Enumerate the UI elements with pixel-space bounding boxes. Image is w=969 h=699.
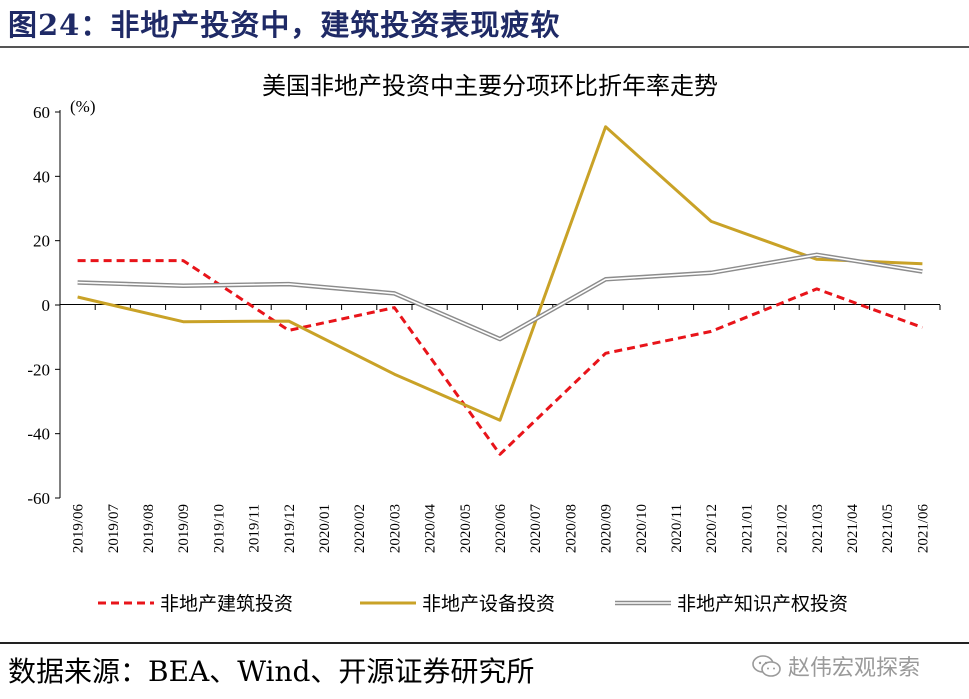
y-tick-label: -40 — [27, 425, 50, 444]
x-tick-label: 2020/09 — [599, 504, 615, 553]
y-tick-label: 60 — [33, 103, 50, 122]
x-tick-label: 2019/08 — [141, 504, 157, 553]
x-tick-label: 2019/12 — [282, 504, 298, 553]
x-tick-label: 2021/04 — [845, 504, 861, 554]
x-tick-label: 2019/10 — [211, 504, 227, 553]
source-rule — [0, 642, 969, 644]
legend: 非地产建筑投资 非地产设备投资 非地产知识产权投资 — [98, 593, 848, 615]
series-line-1 — [77, 259, 923, 456]
x-tick-label: 2019/09 — [176, 504, 192, 553]
wechat-icon — [752, 655, 781, 677]
watermark-text: 赵伟宏观探索 — [788, 656, 921, 681]
x-tick-label: 2021/01 — [739, 504, 755, 553]
x-tick-label: 2020/03 — [387, 504, 403, 553]
y-tick-label: 0 — [42, 296, 51, 315]
legend-label: 非地产设备投资 — [422, 593, 555, 615]
x-tick-label: 2019/06 — [71, 504, 87, 554]
x-tick-label: 2019/07 — [106, 504, 122, 554]
figure-title: 图24：非地产投资中，建筑投资表现疲软 — [8, 8, 561, 42]
x-tick-label: 2021/02 — [775, 504, 791, 553]
y-tick-label: 20 — [33, 232, 50, 251]
x-tick-label: 2020/06 — [493, 504, 509, 554]
x-tick-label: 2020/04 — [423, 504, 439, 554]
series-lines — [77, 125, 923, 456]
y-tick-label: -60 — [27, 489, 50, 508]
chart-title: 美国非地产投资中主要分项环比折年率走势 — [262, 72, 718, 100]
x-tick-label: 2020/01 — [317, 504, 333, 553]
watermark: 赵伟宏观探索 — [752, 650, 920, 682]
x-ticks: 2019/06 2019/07 2019/08 2019/09 2019/10 2019/… — [59, 305, 941, 554]
series-line-3-outer — [77, 252, 923, 342]
line-chart: 美国非地产投资中主要分项环比折年率走势 (%) 60 40 20 0 -20 -40 -60… — [27, 72, 941, 615]
y-tick-label: 40 — [33, 167, 50, 186]
x-tick-label: 2020/05 — [458, 504, 474, 553]
x-tick-label: 2021/06 — [915, 504, 931, 554]
source-note: 数据来源：BEA、Wind、开源证券研究所 — [8, 655, 535, 688]
title-rule — [0, 46, 969, 48]
legend-label: 非地产建筑投资 — [160, 593, 293, 615]
x-tick-label: 2021/05 — [880, 504, 896, 553]
x-tick-label: 2020/10 — [634, 504, 650, 553]
x-tick-label: 2020/11 — [669, 504, 685, 553]
x-tick-label: 2020/08 — [563, 504, 579, 553]
x-tick-label: 2020/07 — [528, 504, 544, 554]
y-tick-label: -20 — [27, 360, 50, 379]
x-tick-label: 2020/02 — [352, 504, 368, 553]
legend-label: 非地产知识产权投资 — [677, 593, 848, 615]
x-tick-label: 2019/11 — [247, 504, 263, 553]
y-ticks: 60 40 20 0 -20 -40 -60 — [27, 103, 60, 508]
x-tick-label: 2021/03 — [810, 504, 826, 553]
series-line-3-inner — [77, 254, 923, 340]
unit-label: (%) — [70, 97, 95, 116]
x-tick-label: 2020/12 — [704, 504, 720, 553]
